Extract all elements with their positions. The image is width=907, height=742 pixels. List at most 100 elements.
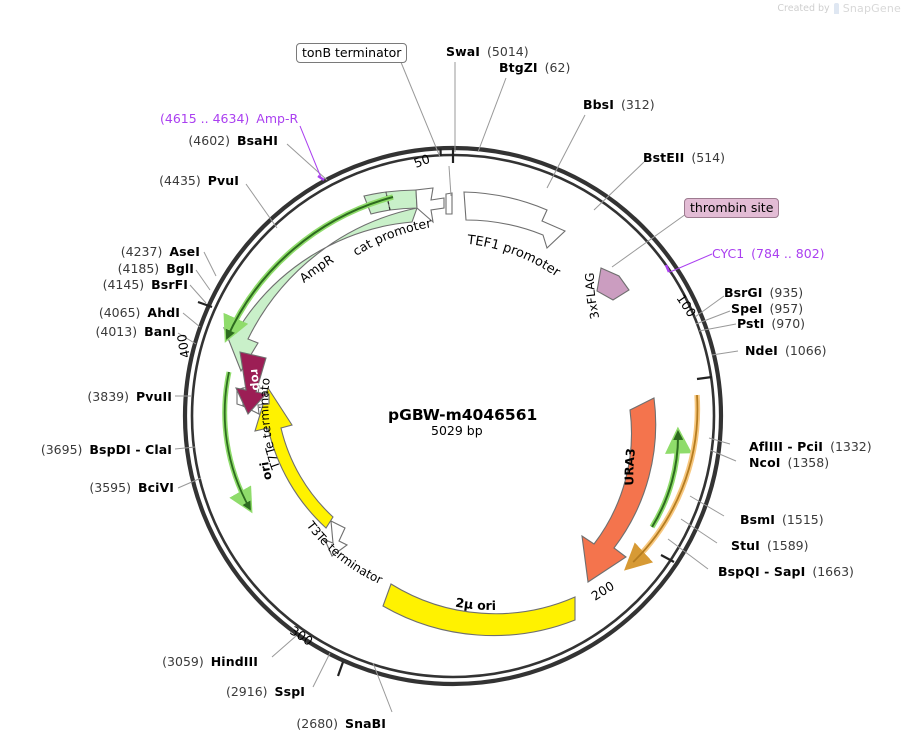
- site-BsrFI-enzyme: BsrFI: [151, 277, 188, 292]
- site-PstI-position: (970): [771, 316, 806, 331]
- site-SpeI-position: (957): [769, 301, 804, 316]
- snapgene-watermark: Created by SnapGene: [777, 2, 901, 15]
- site-HindIII[interactable]: (3059) HindIII: [0, 654, 258, 669]
- site-NdeI[interactable]: NdeI (1066): [745, 343, 827, 358]
- primer-Amp-R-range: (4615 .. 4634): [160, 111, 250, 126]
- site-BsrFI-position: (4145): [102, 277, 145, 292]
- annotation-AmpR-green-arrow: [223, 194, 394, 343]
- site-BanI-position: (4013): [95, 324, 138, 339]
- site-BspQI-SapI-position: (1663): [812, 564, 854, 579]
- primer-CYC1-label: CYC1: [712, 246, 745, 261]
- site-BsaHI-position: (4602): [188, 133, 230, 148]
- site-SnaBI[interactable]: (2680) SnaBI: [0, 716, 386, 731]
- site-SpeI-enzyme: SpeI: [731, 301, 763, 316]
- site-BglI-position: (4185): [117, 261, 160, 276]
- site-NcoI-position: (1358): [787, 455, 830, 470]
- site-AhdI[interactable]: (4065) AhdI: [0, 305, 180, 320]
- primer-CYC1[interactable]: CYC1 (784 .. 802): [712, 246, 825, 261]
- callout-thrombin-site[interactable]: thrombin site: [684, 198, 780, 218]
- site-AflIII-PciI-position: (1332): [830, 439, 872, 454]
- site-BspQI-SapI[interactable]: BspQI - SapI (1663): [718, 564, 854, 579]
- primer-Amp-R[interactable]: (4615 .. 4634) Amp-R: [160, 111, 298, 126]
- feature-T3Te-terminator: [323, 520, 349, 557]
- site-PvuI[interactable]: (4435) PvuI: [0, 173, 239, 188]
- site-SwaI-position: (5014): [487, 44, 529, 59]
- ruler-ticks: [197, 148, 713, 677]
- site-BsmI[interactable]: BsmI (1515): [740, 512, 824, 527]
- feature-label-URA3: URA3: [622, 448, 638, 486]
- ruler-tick-2000: 2000: [0, 0, 617, 603]
- site-PvuII[interactable]: (3839) PvuII: [0, 389, 172, 404]
- site-BsrFI[interactable]: (4145) BsrFI: [0, 277, 188, 292]
- site-BspDI-ClaI[interactable]: (3695) BspDI - ClaI: [0, 442, 172, 457]
- site-HindIII-position: (3059): [162, 654, 204, 669]
- site-BbsI[interactable]: BbsI (312): [583, 97, 655, 112]
- feature-ori: [254, 386, 334, 529]
- site-PstI-enzyme: PstI: [737, 316, 765, 331]
- plasmid-name: pGBW-m4046561: [388, 406, 538, 424]
- annotation-URA3-orange-arrow: [624, 394, 701, 571]
- primer-CYC1-range: (784 .. 802): [751, 246, 825, 261]
- site-NdeI-enzyme: NdeI: [745, 343, 778, 358]
- site-StuI-enzyme: StuI: [731, 538, 760, 553]
- site-BsaHI-enzyme: BsaHI: [236, 133, 278, 148]
- feature-TEF1-promoter: [463, 191, 566, 250]
- site-BciVI[interactable]: (3595) BciVI: [0, 480, 174, 495]
- site-BanI-enzyme: BanI: [144, 324, 176, 339]
- site-NcoI-enzyme: NcoI: [749, 455, 781, 470]
- site-SwaI[interactable]: SwaI (5014): [446, 44, 529, 59]
- feature-2mu-ori: [382, 583, 576, 637]
- site-SwaI-enzyme: SwaI: [446, 44, 481, 59]
- site-SspI-position: (2916): [225, 684, 268, 699]
- site-BsrGI-enzyme: BsrGI: [724, 285, 763, 300]
- annotation-ori-green-arrow: [222, 371, 253, 514]
- callout-tonB-terminator[interactable]: tonB terminator: [296, 43, 408, 63]
- site-AhdI-position: (4065): [98, 305, 141, 320]
- site-AflIII-PciI-enzyme: AflIII - PciI: [749, 439, 824, 454]
- primer-Amp-R-label: Amp-R: [256, 111, 299, 126]
- site-SspI-enzyme: SspI: [274, 684, 305, 699]
- watermark-brand: SnapGene: [842, 2, 901, 15]
- site-BanI[interactable]: (4013) BanI: [0, 324, 176, 339]
- snapgene-logo-icon: [833, 3, 839, 14]
- site-NcoI[interactable]: NcoI (1358): [749, 455, 829, 470]
- feature-label-rop: rop: [248, 368, 264, 391]
- leader-lines: [174, 54, 739, 713]
- site-AhdI-enzyme: AhdI: [147, 305, 180, 320]
- site-BtgZI-position: (62): [544, 60, 571, 75]
- site-BsmI-position: (1515): [782, 512, 824, 527]
- watermark-created-by: Created by: [777, 3, 830, 14]
- site-AseI[interactable]: (4237) AseI: [0, 244, 200, 259]
- site-BspDI-ClaI-position: (3695): [40, 442, 83, 457]
- site-BglI[interactable]: (4185) BglI: [0, 261, 194, 276]
- site-BtgZI-enzyme: BtgZI: [499, 60, 538, 75]
- site-AflIII-PciI[interactable]: AflIII - PciI (1332): [749, 439, 872, 454]
- site-SnaBI-enzyme: SnaBI: [344, 716, 386, 731]
- feature-label-AmpR: AmpR: [296, 251, 336, 285]
- site-BstEII[interactable]: BstEII (514): [643, 150, 725, 165]
- site-StuI[interactable]: StuI (1589): [731, 538, 809, 553]
- site-BbsI-enzyme: BbsI: [583, 97, 614, 112]
- site-SnaBI-position: (2680): [296, 716, 338, 731]
- site-NdeI-position: (1066): [784, 343, 827, 358]
- site-BtgZI[interactable]: BtgZI (62): [499, 60, 570, 75]
- site-PvuI-position: (4435): [159, 173, 201, 188]
- site-PstI[interactable]: PstI (970): [737, 316, 805, 331]
- site-StuI-position: (1589): [766, 538, 809, 553]
- site-PvuII-enzyme: PvuII: [135, 389, 172, 404]
- feature-label-ori: ori: [257, 461, 275, 482]
- site-BsrGI[interactable]: BsrGI (935): [724, 285, 803, 300]
- site-SpeI[interactable]: SpeI (957): [731, 301, 803, 316]
- primer-CYC1-tick: [664, 264, 671, 273]
- site-AseI-position: (4237): [120, 244, 163, 259]
- site-BsmI-enzyme: BsmI: [740, 512, 776, 527]
- site-BglI-enzyme: BglI: [166, 261, 194, 276]
- site-SspI[interactable]: (2916) SspI: [0, 684, 305, 699]
- site-BciVI-position: (3595): [89, 480, 131, 495]
- site-BsaHI[interactable]: (4602) BsaHI: [0, 133, 278, 148]
- site-AseI-enzyme: AseI: [169, 244, 200, 259]
- site-HindIII-enzyme: HindIII: [210, 654, 258, 669]
- site-BstEII-enzyme: BstEII: [643, 150, 685, 165]
